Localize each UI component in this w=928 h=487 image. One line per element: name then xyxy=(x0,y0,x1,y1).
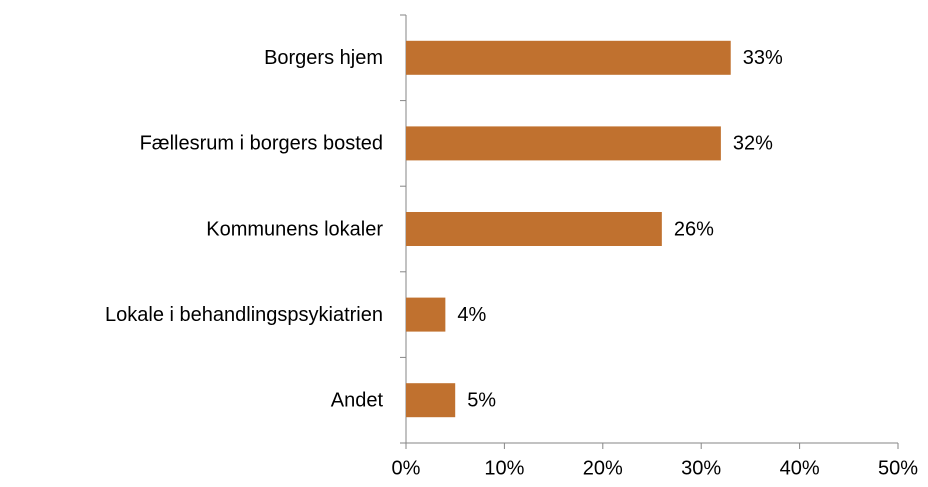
x-tick-label: 30% xyxy=(681,457,721,479)
y-tick-label: Fællesrum i borgers bosted xyxy=(140,133,383,155)
x-tick-label: 40% xyxy=(780,457,820,479)
bar xyxy=(406,383,456,418)
y-tick-label: Andet xyxy=(331,389,384,411)
x-tick-label: 10% xyxy=(484,457,524,479)
x-tick-label: 0% xyxy=(392,457,421,479)
x-tick-label: 50% xyxy=(878,457,918,479)
y-tick-label: Kommunens lokaler xyxy=(206,218,383,240)
y-tick-label: Lokale i behandlingspsykiatrien xyxy=(105,304,383,326)
x-tick-label: 20% xyxy=(583,457,623,479)
y-tick-label: Borgers hjem xyxy=(264,47,383,69)
bar xyxy=(406,40,731,75)
value-label: 32% xyxy=(733,133,773,155)
value-label: 26% xyxy=(674,218,714,240)
value-label: 4% xyxy=(457,304,486,326)
value-label: 5% xyxy=(467,389,496,411)
value-label: 33% xyxy=(743,47,783,69)
bar xyxy=(406,212,662,246)
bar xyxy=(406,297,446,332)
bar xyxy=(406,126,721,161)
